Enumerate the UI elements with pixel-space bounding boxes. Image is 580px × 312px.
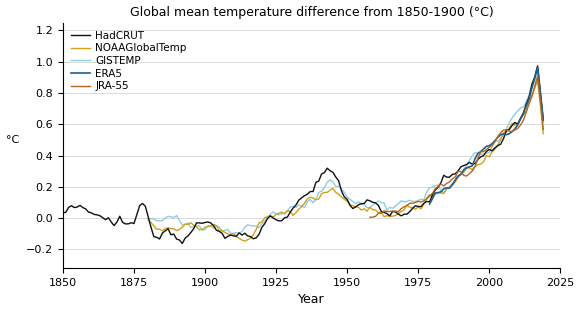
ERA5	[525, 97, 532, 101]
NOAAGlobalTemp	[184, 222, 191, 226]
JRA-55	[401, 205, 408, 209]
ERA5	[472, 157, 478, 161]
NOAAGlobalTemp	[540, 132, 547, 135]
JRA-55	[534, 75, 541, 78]
ERA5	[437, 190, 444, 194]
JRA-55	[367, 216, 374, 219]
ERA5	[491, 139, 498, 143]
ERA5	[483, 144, 490, 148]
HadCRUT	[316, 179, 322, 183]
HadCRUT	[128, 221, 135, 225]
HadCRUT	[241, 232, 248, 235]
GISTEMP	[230, 232, 237, 236]
ERA5	[514, 123, 521, 127]
HadCRUT	[534, 64, 541, 68]
NOAAGlobalTemp	[344, 199, 351, 203]
ERA5	[426, 202, 433, 206]
HadCRUT	[295, 198, 302, 202]
ERA5	[477, 150, 484, 154]
NOAAGlobalTemp	[168, 227, 175, 231]
ERA5	[497, 133, 504, 137]
ERA5	[469, 164, 476, 168]
X-axis label: Year: Year	[298, 294, 325, 306]
ERA5	[528, 86, 535, 90]
JRA-55	[412, 201, 419, 204]
ERA5	[540, 118, 547, 122]
NOAAGlobalTemp	[313, 198, 320, 202]
Line: JRA-55: JRA-55	[370, 76, 543, 217]
ERA5	[455, 174, 462, 178]
ERA5	[523, 104, 530, 108]
ERA5	[506, 132, 513, 136]
HadCRUT	[491, 146, 498, 150]
JRA-55	[472, 165, 478, 168]
ERA5	[537, 91, 544, 95]
GISTEMP	[534, 68, 541, 71]
GISTEMP	[540, 121, 547, 124]
ERA5	[494, 135, 501, 139]
ERA5	[512, 127, 519, 131]
JRA-55	[380, 209, 387, 213]
ERA5	[531, 76, 538, 80]
GISTEMP	[168, 215, 175, 219]
GISTEMP	[216, 225, 223, 229]
ERA5	[466, 165, 473, 169]
NOAAGlobalTemp	[534, 79, 541, 82]
GISTEMP	[344, 195, 351, 199]
NOAAGlobalTemp	[216, 229, 223, 232]
ERA5	[429, 197, 436, 201]
HadCRUT	[59, 211, 66, 215]
Line: NOAAGlobalTemp: NOAAGlobalTemp	[148, 80, 543, 241]
JRA-55	[517, 123, 524, 127]
ERA5	[440, 187, 447, 191]
JRA-55	[540, 128, 547, 131]
NOAAGlobalTemp	[144, 218, 151, 222]
Line: HadCRUT: HadCRUT	[63, 66, 543, 243]
Line: ERA5: ERA5	[430, 67, 543, 204]
ERA5	[443, 186, 450, 190]
NOAAGlobalTemp	[159, 229, 166, 233]
ERA5	[480, 147, 487, 151]
GISTEMP	[159, 219, 166, 222]
Title: Global mean temperature difference from 1850-1900 (°C): Global mean temperature difference from …	[130, 6, 494, 18]
ERA5	[434, 191, 441, 194]
ERA5	[452, 178, 459, 182]
Line: GISTEMP: GISTEMP	[148, 70, 543, 234]
ERA5	[458, 173, 465, 176]
ERA5	[486, 144, 493, 148]
GISTEMP	[144, 217, 151, 220]
NOAAGlobalTemp	[241, 239, 248, 243]
ERA5	[463, 166, 470, 170]
ERA5	[509, 130, 516, 134]
ERA5	[517, 117, 524, 121]
ERA5	[488, 142, 495, 145]
Legend: HadCRUT, NOAAGlobalTemp, GISTEMP, ERA5, JRA-55: HadCRUT, NOAAGlobalTemp, GISTEMP, ERA5, …	[68, 28, 190, 94]
ERA5	[500, 132, 507, 136]
ERA5	[503, 133, 510, 137]
ERA5	[520, 111, 527, 115]
HadCRUT	[292, 203, 299, 207]
HadCRUT	[179, 241, 186, 245]
GISTEMP	[184, 221, 191, 225]
ERA5	[534, 65, 541, 69]
ERA5	[449, 183, 456, 186]
ERA5	[446, 186, 453, 190]
JRA-55	[452, 175, 459, 179]
HadCRUT	[540, 118, 547, 122]
ERA5	[460, 168, 467, 172]
ERA5	[474, 152, 481, 155]
Y-axis label: °C: °C	[6, 135, 19, 145]
GISTEMP	[313, 197, 320, 201]
ERA5	[432, 191, 438, 195]
